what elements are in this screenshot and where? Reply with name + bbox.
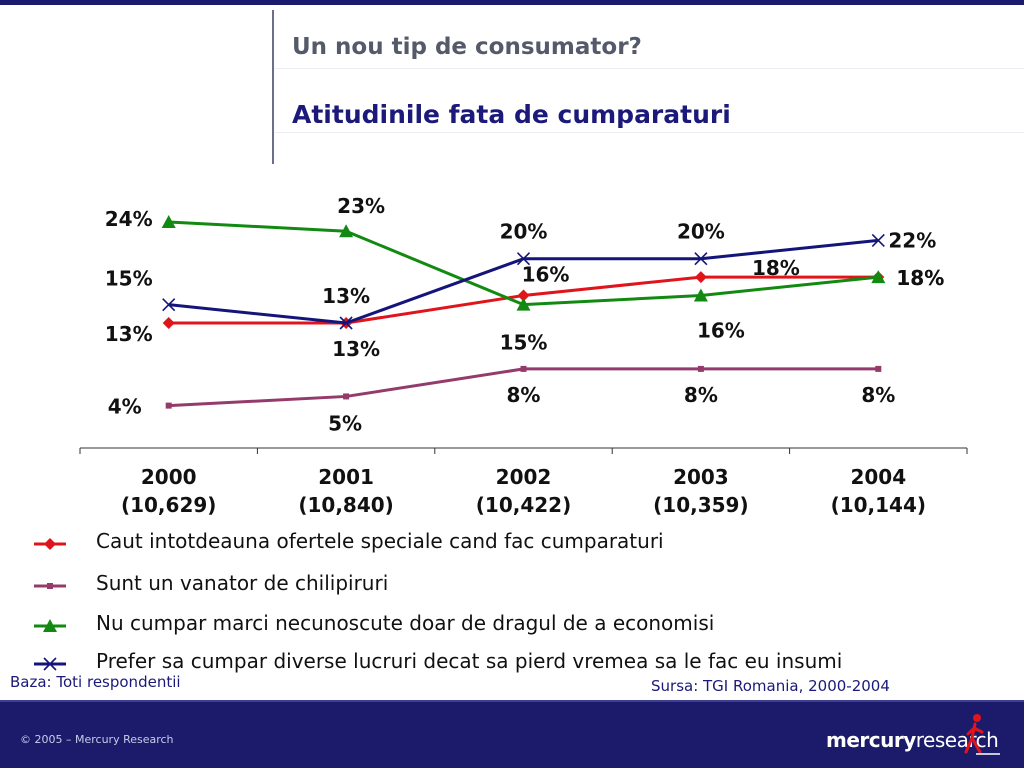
data-label: 18% bbox=[896, 266, 944, 290]
data-point-marker bbox=[520, 365, 527, 372]
data-point-marker bbox=[694, 252, 708, 266]
x-tick-label: 2000 bbox=[141, 465, 197, 489]
brand-logo-bold: mercury bbox=[826, 728, 916, 752]
data-label: 16% bbox=[522, 262, 570, 286]
copyright-text: © 2005 – Mercury Research bbox=[20, 733, 174, 746]
line-chart: 2000 (10,629) 2001 (10,840) 2002 (10,422) 2003… bbox=[79, 194, 968, 517]
legend-label: Caut intotdeauna ofertele speciale cand … bbox=[96, 529, 664, 553]
data-label: 13% bbox=[332, 337, 380, 361]
x-tick-sublabel: (10,422) bbox=[476, 493, 571, 517]
data-label: 23% bbox=[337, 194, 385, 218]
data-point-marker bbox=[343, 393, 350, 400]
data-label: 13% bbox=[322, 284, 370, 308]
x-tick-label: 2002 bbox=[496, 465, 552, 489]
data-point-marker bbox=[162, 317, 175, 329]
top-bar bbox=[0, 0, 1024, 5]
legend-swatch bbox=[34, 583, 66, 589]
data-label: 16% bbox=[697, 318, 745, 342]
data-point-marker bbox=[43, 657, 57, 671]
title-divider bbox=[272, 10, 274, 164]
data-label: 24% bbox=[105, 207, 153, 231]
data-point-marker bbox=[161, 215, 176, 229]
series-2 bbox=[165, 365, 882, 409]
footer-bar bbox=[0, 700, 1024, 768]
x-tick-sublabel: (10,359) bbox=[653, 493, 748, 517]
data-label: 13% bbox=[105, 322, 153, 346]
data-point-marker bbox=[44, 538, 56, 550]
brand-logo: mercuryresearch bbox=[826, 728, 999, 752]
data-label: 20% bbox=[500, 220, 548, 244]
base-note: Baza: Toti respondentii bbox=[10, 673, 181, 691]
legend-swatch bbox=[34, 619, 66, 632]
page-subtitle: Atitudinile fata de cumparaturi bbox=[292, 100, 731, 129]
legend-swatch bbox=[34, 538, 66, 550]
data-label: 8% bbox=[684, 383, 718, 407]
data-point-marker bbox=[47, 583, 53, 589]
series-4 bbox=[162, 233, 885, 330]
data-label: 8% bbox=[507, 383, 541, 407]
data-point-marker bbox=[339, 224, 354, 238]
data-point-marker bbox=[517, 289, 530, 302]
subtitle-guide-line bbox=[274, 132, 1024, 133]
data-point-marker bbox=[162, 298, 176, 312]
data-point-marker bbox=[339, 316, 353, 330]
x-tick-sublabel: (10,629) bbox=[121, 493, 216, 517]
data-label: 20% bbox=[677, 220, 725, 244]
data-label: 15% bbox=[500, 331, 548, 355]
data-point-marker bbox=[871, 233, 885, 247]
running-figure-icon bbox=[964, 714, 1000, 755]
data-label: 18% bbox=[896, 266, 944, 290]
data-point-marker bbox=[697, 365, 704, 372]
x-tick-sublabel: (10,144) bbox=[831, 493, 926, 517]
data-label: 5% bbox=[328, 411, 362, 435]
data-point-marker bbox=[516, 252, 531, 266]
footer-edge bbox=[0, 700, 1024, 702]
brand-logo-regular: research bbox=[915, 728, 999, 752]
data-label: 15% bbox=[105, 267, 153, 291]
series-3 bbox=[161, 215, 886, 311]
data-point-marker bbox=[871, 270, 886, 284]
data-label: 4% bbox=[108, 395, 142, 419]
legend-label: Sunt un vanator de chilipiruri bbox=[96, 571, 389, 595]
data-point-marker bbox=[694, 271, 707, 284]
data-label: 22% bbox=[888, 228, 936, 252]
data-point-marker bbox=[693, 288, 708, 302]
x-tick-label: 2003 bbox=[673, 465, 729, 489]
x-tick-label: 2001 bbox=[318, 465, 374, 489]
source-note: Sursa: TGI Romania, 2000-2004 bbox=[651, 677, 890, 695]
x-tick-sublabel: (10,840) bbox=[298, 493, 393, 517]
data-point-marker bbox=[875, 365, 882, 372]
page-title: Un nou tip de consumator? bbox=[292, 34, 642, 60]
data-label: 8% bbox=[861, 383, 895, 407]
x-tick-label: 2004 bbox=[850, 465, 906, 489]
title-guide-line bbox=[274, 68, 1024, 69]
data-point-marker bbox=[43, 619, 57, 632]
legend-label: Prefer sa cumpar diverse lucruri decat s… bbox=[96, 649, 843, 673]
legend-swatch bbox=[34, 657, 66, 671]
data-label: 18% bbox=[752, 256, 800, 280]
legend-label: Nu cumpar marci necunoscute doar de drag… bbox=[96, 611, 715, 635]
data-point-marker bbox=[516, 297, 531, 311]
data-point-marker bbox=[165, 402, 172, 409]
